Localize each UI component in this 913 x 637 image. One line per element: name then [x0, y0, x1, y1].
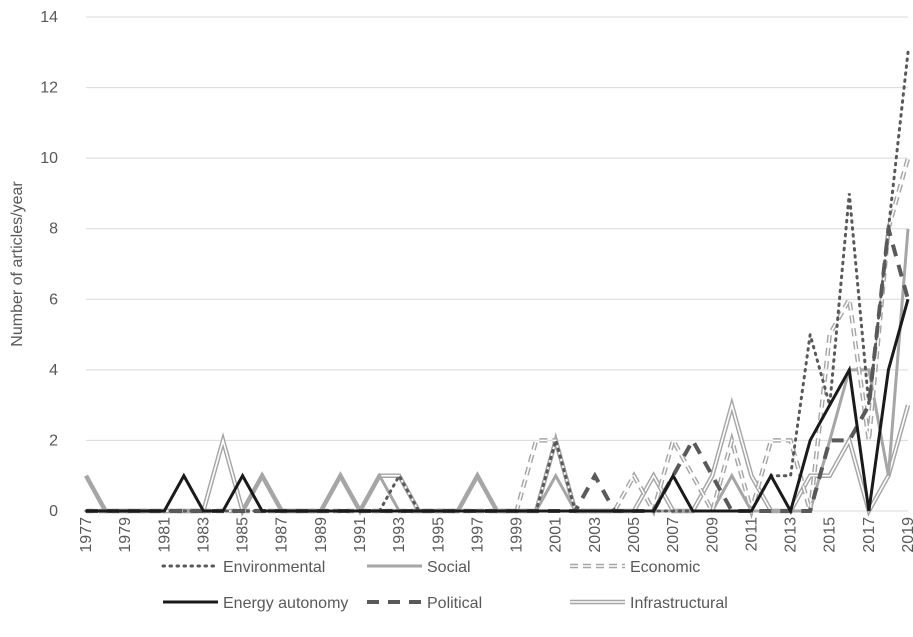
x-axis-ticks: 1977 1979 1981 1983 1985 1987 1989 1991 1993 1995… [78, 517, 913, 553]
x-tick-label: 2019 [900, 517, 913, 553]
x-tick-label: 1981 [156, 517, 173, 553]
x-tick-label: 1989 [313, 517, 330, 553]
legend-label: Environmental [223, 559, 325, 576]
x-tick-label: 1999 [509, 517, 526, 553]
x-tick-label: 2017 [861, 517, 878, 553]
series-line [86, 157, 909, 514]
y-tick-label: 10 [40, 150, 58, 167]
legend: Environmental Social Economic Energy autono… [161, 559, 728, 612]
y-tick-label: 6 [49, 291, 58, 308]
gridlines [86, 16, 908, 512]
series-environmental [84, 50, 910, 513]
series-infrastructural [84, 396, 911, 517]
y-tick-label: 14 [40, 9, 58, 26]
x-tick-label: 1987 [274, 517, 291, 553]
legend-item: Political [367, 595, 482, 612]
x-tick-label: 1991 [352, 517, 369, 553]
y-tick-label: 8 [49, 221, 58, 238]
legend-item: Infrastructural [570, 595, 728, 612]
x-tick-label: 2009 [704, 517, 721, 553]
y-tick-label: 0 [49, 503, 58, 520]
legend-item: Environmental [161, 559, 325, 576]
series-energy-autonomy [86, 298, 910, 515]
legend-label: Energy autonomy [223, 595, 348, 612]
x-tick-label: 2007 [665, 517, 682, 553]
series-line [86, 298, 910, 515]
x-tick-label: 2005 [626, 517, 643, 553]
x-tick-label: 1977 [78, 517, 95, 553]
series-economic [86, 157, 911, 520]
legend-label: Economic [630, 559, 700, 576]
x-tick-label: 2013 [783, 517, 800, 553]
y-tick-label: 12 [40, 80, 58, 97]
x-tick-label: 1993 [391, 517, 408, 553]
legend-item: Economic [570, 559, 700, 576]
series-line [86, 157, 911, 520]
x-tick-label: 1979 [117, 517, 134, 553]
series-line [84, 396, 911, 517]
x-tick-label: 2003 [587, 517, 604, 553]
x-tick-label: 1997 [469, 517, 486, 553]
legend-label: Political [427, 595, 482, 612]
x-tick-label: 2015 [822, 517, 839, 553]
x-tick-label: 1985 [235, 517, 252, 553]
x-tick-label: 1995 [430, 517, 447, 553]
y-tick-label: 2 [49, 432, 58, 449]
legend-item: Social [367, 559, 471, 576]
legend-item: Energy autonomy [163, 595, 348, 612]
y-axis-title: Number of articles/year [9, 181, 26, 347]
x-tick-label: 2011 [743, 517, 760, 552]
x-tick-label: 2001 [548, 517, 565, 553]
y-tick-label: 4 [49, 362, 58, 379]
series-lines [84, 50, 911, 520]
legend-label: Social [427, 559, 471, 576]
x-tick-label: 1983 [195, 517, 212, 553]
series-line [84, 50, 910, 513]
y-axis-ticks: 0 2 4 6 8 10 12 14 [40, 9, 58, 520]
legend-label: Infrastructural [630, 595, 728, 612]
